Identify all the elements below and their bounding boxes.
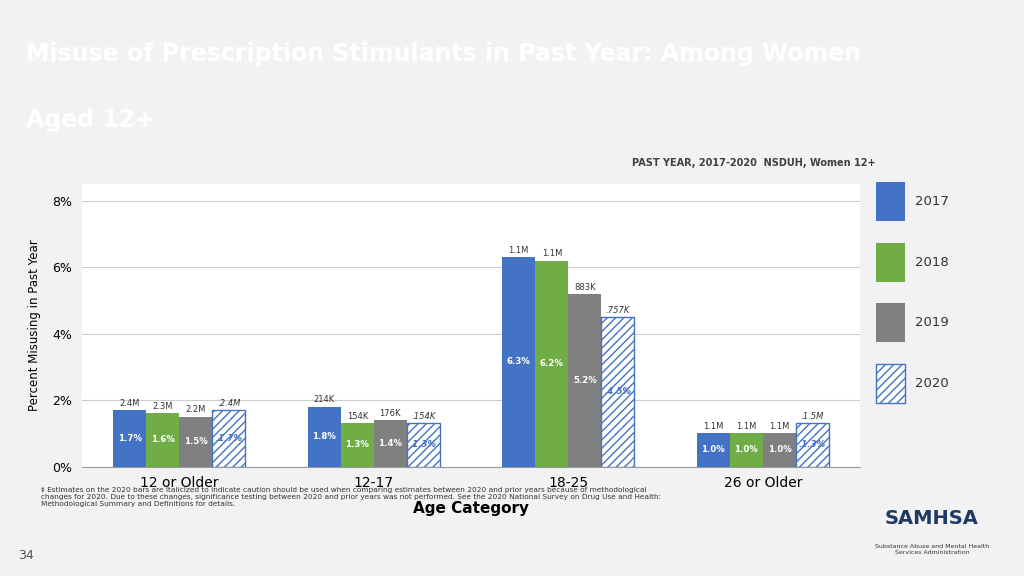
- Text: 1.1M: 1.1M: [769, 422, 790, 431]
- Bar: [876, 183, 905, 221]
- Text: 34: 34: [18, 548, 34, 562]
- X-axis label: Age Category: Age Category: [413, 501, 529, 517]
- Text: 2.4M: 2.4M: [120, 399, 139, 408]
- Text: ․154K: ․154K: [412, 412, 435, 421]
- Text: 2.2M: 2.2M: [185, 406, 206, 414]
- Text: 1.0%: 1.0%: [768, 445, 792, 454]
- Text: 1.1M: 1.1M: [542, 249, 562, 259]
- Text: 1.3%: 1.3%: [345, 441, 370, 449]
- Bar: [696, 433, 730, 467]
- Text: ․1.3%: ․1.3%: [799, 441, 826, 449]
- Bar: [730, 433, 763, 467]
- Y-axis label: Percent Misusing in Past Year: Percent Misusing in Past Year: [28, 240, 41, 411]
- Text: Substance Abuse and Mental Health
Services Administration: Substance Abuse and Mental Health Servic…: [874, 544, 989, 555]
- Text: ․1.7%: ․1.7%: [215, 434, 243, 443]
- Text: 1.1M: 1.1M: [736, 422, 757, 431]
- Text: 2020: 2020: [915, 377, 949, 390]
- Bar: [763, 433, 796, 467]
- Text: PAST YEAR, 2017-2020  NSDUH, Women 12+: PAST YEAR, 2017-2020 NSDUH, Women 12+: [632, 158, 876, 168]
- Bar: [179, 417, 212, 467]
- Text: 1.0%: 1.0%: [734, 445, 758, 454]
- Bar: [212, 410, 246, 467]
- Text: 2.3M: 2.3M: [153, 402, 173, 411]
- Text: 6.2%: 6.2%: [540, 359, 564, 368]
- Text: SAMHSA: SAMHSA: [885, 509, 979, 528]
- Text: 2018: 2018: [915, 256, 949, 269]
- Bar: [407, 423, 440, 467]
- Text: ․1.3%: ․1.3%: [410, 441, 437, 449]
- Text: 5.2%: 5.2%: [573, 376, 597, 385]
- Text: 1.0%: 1.0%: [701, 445, 725, 454]
- Bar: [341, 423, 374, 467]
- Text: 1.1M: 1.1M: [703, 422, 723, 431]
- Bar: [536, 261, 568, 467]
- Text: ․757K: ․757K: [606, 306, 630, 315]
- Text: 1.1M: 1.1M: [509, 246, 528, 255]
- Bar: [601, 317, 635, 467]
- Text: 176K: 176K: [380, 409, 401, 418]
- Text: 2017: 2017: [915, 195, 949, 209]
- Text: 154K: 154K: [346, 412, 368, 421]
- Text: 2019: 2019: [915, 316, 949, 329]
- Bar: [146, 414, 179, 467]
- Bar: [307, 407, 341, 467]
- Bar: [568, 294, 601, 467]
- Bar: [796, 423, 829, 467]
- Bar: [876, 304, 905, 342]
- Text: 1.8%: 1.8%: [312, 432, 336, 441]
- Bar: [374, 420, 407, 467]
- Bar: [113, 410, 146, 467]
- Text: 1.4%: 1.4%: [378, 439, 402, 448]
- Text: 6.3%: 6.3%: [507, 358, 530, 366]
- Text: 1.7%: 1.7%: [118, 434, 141, 443]
- Bar: [876, 243, 905, 282]
- Text: ․4.5%: ․4.5%: [604, 387, 632, 396]
- Text: 214K: 214K: [313, 396, 335, 404]
- Text: ․1.5M: ․1.5M: [801, 412, 824, 421]
- Bar: [876, 364, 905, 403]
- Text: Misuse of Prescription Stimulants in Past Year: Among Women: Misuse of Prescription Stimulants in Pas…: [26, 42, 860, 66]
- Text: ‡ Estimates on the 2020 bars are italicized to indicate caution should be used w: ‡ Estimates on the 2020 bars are italici…: [41, 487, 662, 507]
- Text: 883K: 883K: [574, 283, 596, 291]
- Text: 1.6%: 1.6%: [151, 435, 175, 445]
- Text: Aged 12+: Aged 12+: [26, 108, 155, 132]
- Text: ․2.4M: ․2.4M: [217, 399, 241, 408]
- Bar: [502, 257, 536, 467]
- Text: 1.5%: 1.5%: [184, 437, 208, 446]
